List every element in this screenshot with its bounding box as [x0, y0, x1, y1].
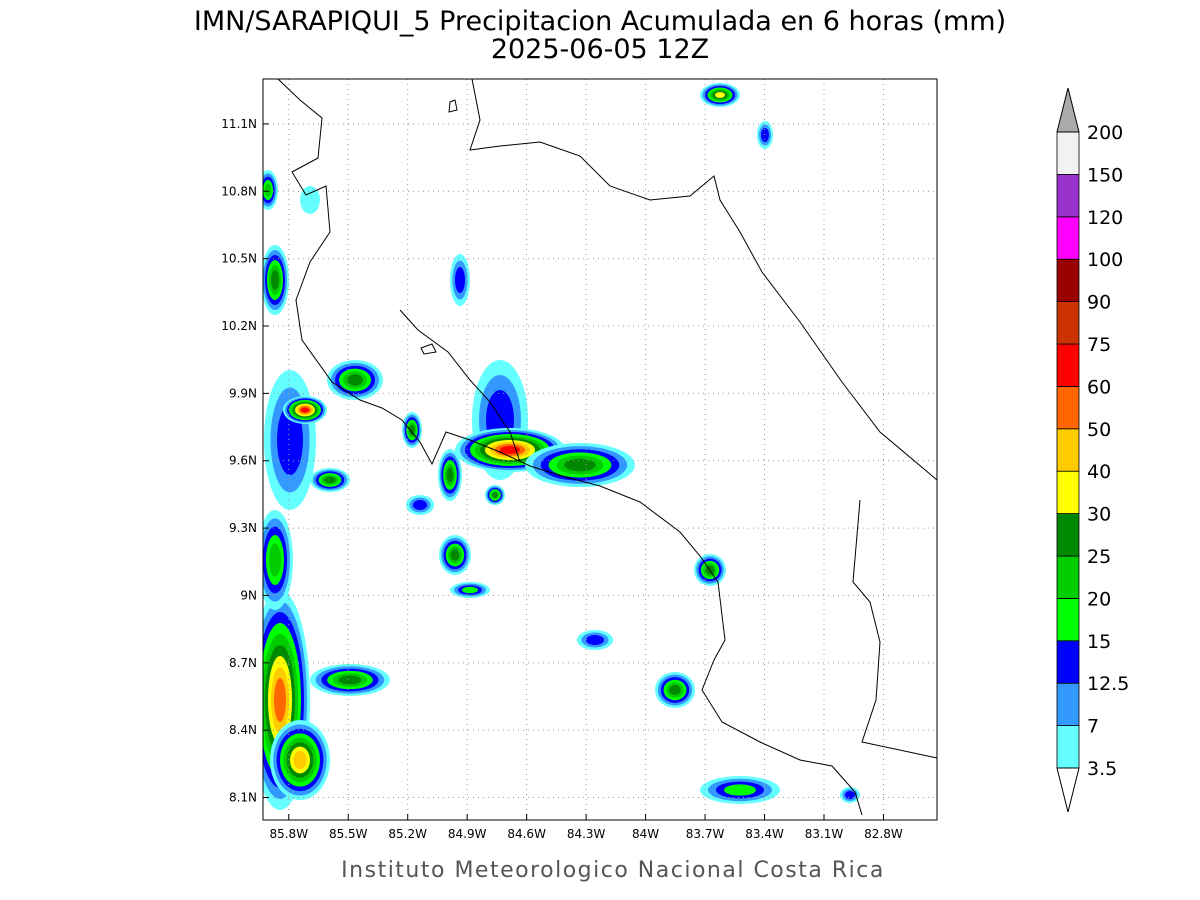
rain-cell: [338, 675, 362, 685]
colorbar-label: 100: [1087, 249, 1123, 271]
map-frame: [262, 78, 938, 821]
y-tick-label: 9.6N: [229, 454, 257, 468]
coastlines: [277, 78, 938, 816]
panama-coast: [852, 499, 938, 759]
colorbar-segment: [1056, 173, 1080, 218]
y-tick-label: 9.3N: [229, 521, 257, 535]
colorbar-segment: [1056, 555, 1080, 599]
colorbar-label: 30: [1087, 504, 1111, 526]
rain-cell: [462, 586, 478, 594]
colorbar-segment: [1056, 216, 1080, 260]
rain-cell: [455, 267, 465, 293]
title: IMN/SARAPIQUI_5 Precipitacion Acumulada …: [194, 6, 1006, 37]
colorbar-label: 20: [1087, 588, 1111, 610]
lake: [448, 99, 458, 113]
y-tick-label: 9N: [240, 588, 257, 602]
x-tick-label: 84.9W: [448, 827, 487, 841]
colorbar-label: 150: [1087, 164, 1123, 186]
subtitle: 2025-06-05 12Z: [491, 34, 709, 65]
nicoya-gulf: [399, 309, 521, 463]
y-tick-label: 8.4N: [229, 723, 257, 737]
colorbar-segment: [1056, 343, 1080, 387]
rain-cell: [264, 183, 272, 197]
colorbar-segment: [1056, 385, 1080, 430]
mask-left: [0, 79, 263, 820]
colorbar-segment: [1056, 301, 1080, 345]
colorbar-label: 15: [1087, 631, 1111, 653]
x-tick-label: 82.8W: [864, 827, 903, 841]
colorbar-label: 25: [1087, 546, 1111, 568]
rain-cell: [301, 407, 309, 413]
rain-cell: [715, 92, 725, 98]
colorbar-label: 3.5: [1087, 758, 1117, 780]
x-tick-label: 85.8W: [269, 827, 308, 841]
colorbar-label: 40: [1087, 461, 1111, 483]
caribbean-coast: [469, 78, 938, 481]
colorbar-label: 75: [1087, 334, 1111, 356]
colorbar-segment: [1056, 725, 1080, 769]
x-tick-label: 83.1W: [805, 827, 844, 841]
y-tick-label: 9.9N: [229, 386, 257, 400]
x-tick-label: 85.2W: [388, 827, 427, 841]
y-tick-label: 10.2N: [221, 319, 257, 333]
rain-cell: [413, 500, 427, 510]
colorbar-segment: [1056, 428, 1080, 472]
colorbar-segment: [1056, 258, 1080, 303]
colorbar-label: 90: [1087, 292, 1111, 314]
rain-cell: [669, 684, 681, 696]
rain-cell: [324, 476, 336, 484]
y-tick-label: 10.5N: [221, 252, 257, 266]
colorbar-label: 200: [1087, 122, 1123, 144]
x-tick-label: 84.6W: [507, 827, 546, 841]
rain-cell: [293, 751, 307, 769]
rain-cell: [564, 458, 596, 472]
rain-cell: [269, 543, 281, 577]
y-tick-label: 10.8N: [221, 184, 257, 198]
rain-cell: [845, 791, 855, 799]
colorbar-segment: [1056, 598, 1080, 642]
colorbar-segment: [1056, 640, 1080, 684]
colorbar-under: [1056, 767, 1080, 813]
colorbar-label: 7: [1087, 716, 1099, 738]
pacific-coast: [277, 78, 863, 816]
precipitation-field: [0, 79, 860, 820]
rain-cell: [446, 467, 454, 483]
colorbar-segment: [1056, 513, 1080, 557]
rain-cell: [347, 374, 363, 386]
colorbar-label: 12.5: [1087, 673, 1129, 695]
colorbar: 3.5 7 12.5 15 20 25 30 40 50 60 75 90 100 120 150 200: [1056, 87, 1129, 813]
x-tick-label: 84.3W: [567, 827, 606, 841]
rain-cell: [271, 270, 279, 290]
rain-cell: [409, 424, 415, 436]
footer: Instituto Meteorologico Nacional Costa R…: [341, 858, 885, 883]
x-tick-label: 85.5W: [329, 827, 368, 841]
colorbar-over: [1056, 87, 1080, 133]
grid: [263, 79, 937, 820]
rain-cell: [586, 635, 604, 645]
island: [420, 343, 437, 355]
colorbar-label: 120: [1087, 207, 1123, 229]
x-tick-label: 83.7W: [686, 827, 725, 841]
colorbar-label: 50: [1087, 419, 1111, 441]
x-tick-label: 83.4W: [745, 827, 784, 841]
y-tick-label: 8.7N: [229, 656, 257, 670]
rain-cell: [724, 784, 756, 796]
x-tick-label: 84W: [632, 827, 659, 841]
colorbar-label: 60: [1087, 376, 1111, 398]
colorbar-segment: [1056, 470, 1080, 515]
y-tick-label: 8.1N: [229, 791, 257, 805]
rain-cell: [492, 492, 498, 498]
colorbar-segment: [1056, 131, 1080, 175]
rain-cell: [274, 678, 286, 722]
colorbar-segment: [1056, 682, 1080, 727]
y-tick-label: 11.1N: [221, 117, 257, 131]
rain-cell: [450, 549, 460, 561]
